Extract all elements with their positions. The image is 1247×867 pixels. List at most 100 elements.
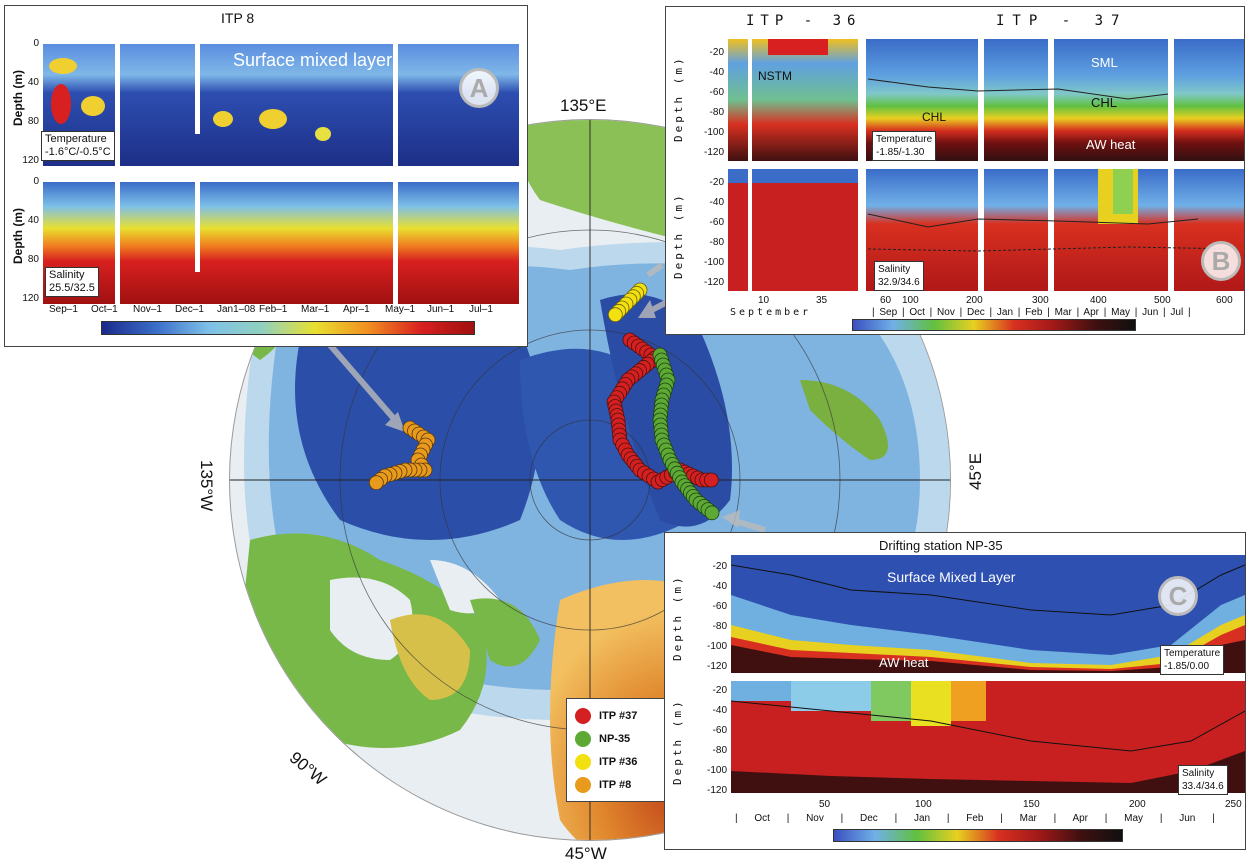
panel-a: ITP 8 — [4, 5, 528, 347]
panel-c-colorbar — [833, 829, 1123, 842]
tick-label: -80 — [709, 107, 724, 118]
tick-label: 100 — [915, 799, 932, 810]
panel-b-chl-left: CHL — [922, 110, 947, 124]
tick-label: 0 — [33, 38, 39, 49]
legend-dot-icon — [575, 707, 591, 724]
panel-b-aw-heat: AW heat — [1086, 137, 1136, 152]
tick-label: Jun–1 — [427, 304, 455, 315]
tick-label: 60 — [880, 295, 892, 306]
map-label-135e: 135°E — [560, 96, 607, 115]
tick-label: -20 — [709, 177, 724, 188]
legend-label: ITP #36 — [599, 755, 638, 768]
panel-c-months: | Oct | Nov | Dec | Jan | Feb | Mar | Ap… — [735, 813, 1215, 824]
legend-list: ITP #37 NP-35 ITP #36 ITP #8 — [575, 704, 661, 796]
panel-b-sml: SML — [1091, 55, 1118, 70]
tick-label: 200 — [1129, 799, 1146, 810]
panel-c-aw-heat: AW heat — [879, 655, 929, 670]
map-label-45e: 45°E — [966, 452, 985, 490]
tick-label: 80 — [27, 116, 39, 127]
panel-c-sal-box: Salinity 33.4/34.6 — [1178, 765, 1228, 795]
panel-a-colorbar — [101, 321, 475, 335]
panel-a-temp-label: Temperature — [45, 133, 107, 145]
panel-c-ylabel-bottom: Depth (m) — [671, 698, 684, 785]
tick-label: 250 — [1225, 799, 1242, 810]
track-point — [704, 505, 720, 521]
panel-b-xlabel-left: September — [730, 307, 812, 318]
panel-b-temp-range: -1.85/-1.30 — [876, 147, 925, 158]
panel-a-sal-label: Salinity — [49, 269, 85, 281]
tick-label: -40 — [712, 705, 727, 716]
tick-label: Oct–1 — [91, 304, 118, 315]
panel-c-title: Drifting station NP-35 — [879, 538, 1003, 553]
tick-label: May–1 — [385, 304, 416, 315]
panel-a-temp-box: Temperature -1.6°C/-0.5°C — [41, 131, 115, 161]
panel-b: ITP - 36 ITP - 37 — [665, 6, 1245, 335]
tick-label: 400 — [1090, 295, 1107, 306]
tick-label: -20 — [712, 685, 727, 696]
legend-label: ITP #37 — [599, 709, 638, 722]
legend-label: ITP #8 — [599, 778, 632, 791]
panel-b-badge: B — [1201, 241, 1241, 281]
panel-b-sal-label: Salinity — [878, 264, 911, 275]
tick-label: -120 — [703, 277, 724, 288]
panel-c-sml: Surface Mixed Layer — [887, 569, 1016, 585]
tick-label: -100 — [703, 257, 724, 268]
panel-b-sal-box: Salinity 32.9/34.6 — [874, 261, 924, 291]
legend-dot-icon — [575, 730, 591, 747]
tick-label: -40 — [709, 197, 724, 208]
panel-a-annotation: Surface mixed layer — [233, 50, 393, 70]
panel-a-temperature-plot — [43, 44, 519, 166]
panel-c-sal-label: Salinity — [1182, 768, 1215, 779]
tick-label: -40 — [709, 67, 724, 78]
tick-label: Apr–1 — [343, 304, 370, 315]
panel-b-title-right: ITP - 37 — [996, 13, 1128, 29]
tick-label: 150 — [1023, 799, 1040, 810]
tick-label: -20 — [709, 47, 724, 58]
track-point — [703, 472, 719, 488]
tick-label: 0 — [33, 176, 39, 187]
panel-c-salinity-plot — [731, 681, 1245, 793]
panel-a-badge: A — [459, 68, 499, 108]
panel-c-ylabel-top: Depth (m) — [671, 574, 684, 661]
tick-label: 600 — [1216, 295, 1233, 306]
tick-label: -60 — [712, 601, 727, 612]
tick-label: Feb–1 — [259, 304, 288, 315]
panel-b-salinity-plot — [728, 169, 1244, 291]
tick-label: 35 — [816, 295, 828, 306]
panel-b-nstm: NSTM — [758, 69, 792, 83]
tick-label: -80 — [709, 237, 724, 248]
tick-label: Mar–1 — [301, 304, 330, 315]
tick-label: 100 — [902, 295, 919, 306]
panel-a-sal-box: Salinity 25.5/32.5 — [45, 267, 99, 297]
panel-b-months: | Sep | Oct | Nov | Dec | Jan | Feb | Ma… — [872, 307, 1191, 318]
tick-label: -100 — [706, 765, 727, 776]
track-point — [368, 475, 384, 491]
panel-b-temperature-plot — [728, 39, 1244, 161]
tick-label: 200 — [966, 295, 983, 306]
panel-c-temp-box: Temperature -1.85/0.00 — [1160, 645, 1225, 675]
map-label-45w: 45°W — [565, 844, 607, 863]
tick-label: 10 — [758, 295, 770, 306]
tick-label: -120 — [706, 661, 727, 672]
panel-c-temp-range: -1.85/0.00 — [1164, 661, 1210, 672]
tick-label: -80 — [712, 621, 727, 632]
tick-label: -60 — [709, 217, 724, 228]
panel-b-sal-range: 32.9/34.6 — [878, 277, 920, 288]
tick-label: -60 — [709, 87, 724, 98]
legend-item: ITP #37 — [575, 704, 661, 727]
panel-b-ylabel-top: Depth (m) — [672, 55, 685, 142]
panel-a-salinity-plot — [43, 182, 519, 304]
tick-label: 120 — [22, 293, 39, 304]
tick-label: -20 — [712, 561, 727, 572]
panel-c-sal-range: 33.4/34.6 — [1182, 781, 1224, 792]
tick-label: -120 — [703, 147, 724, 158]
tick-label: -100 — [706, 641, 727, 652]
tick-label: Sep–1 — [49, 304, 78, 315]
tick-label: -80 — [712, 745, 727, 756]
panel-c-temperature-plot — [731, 555, 1245, 673]
tick-label: Nov–1 — [133, 304, 162, 315]
panel-a-title: ITP 8 — [221, 10, 255, 26]
panel-a-temp-range: -1.6°C/-0.5°C — [45, 146, 111, 158]
tick-label: -40 — [712, 581, 727, 592]
track-point — [607, 307, 623, 323]
